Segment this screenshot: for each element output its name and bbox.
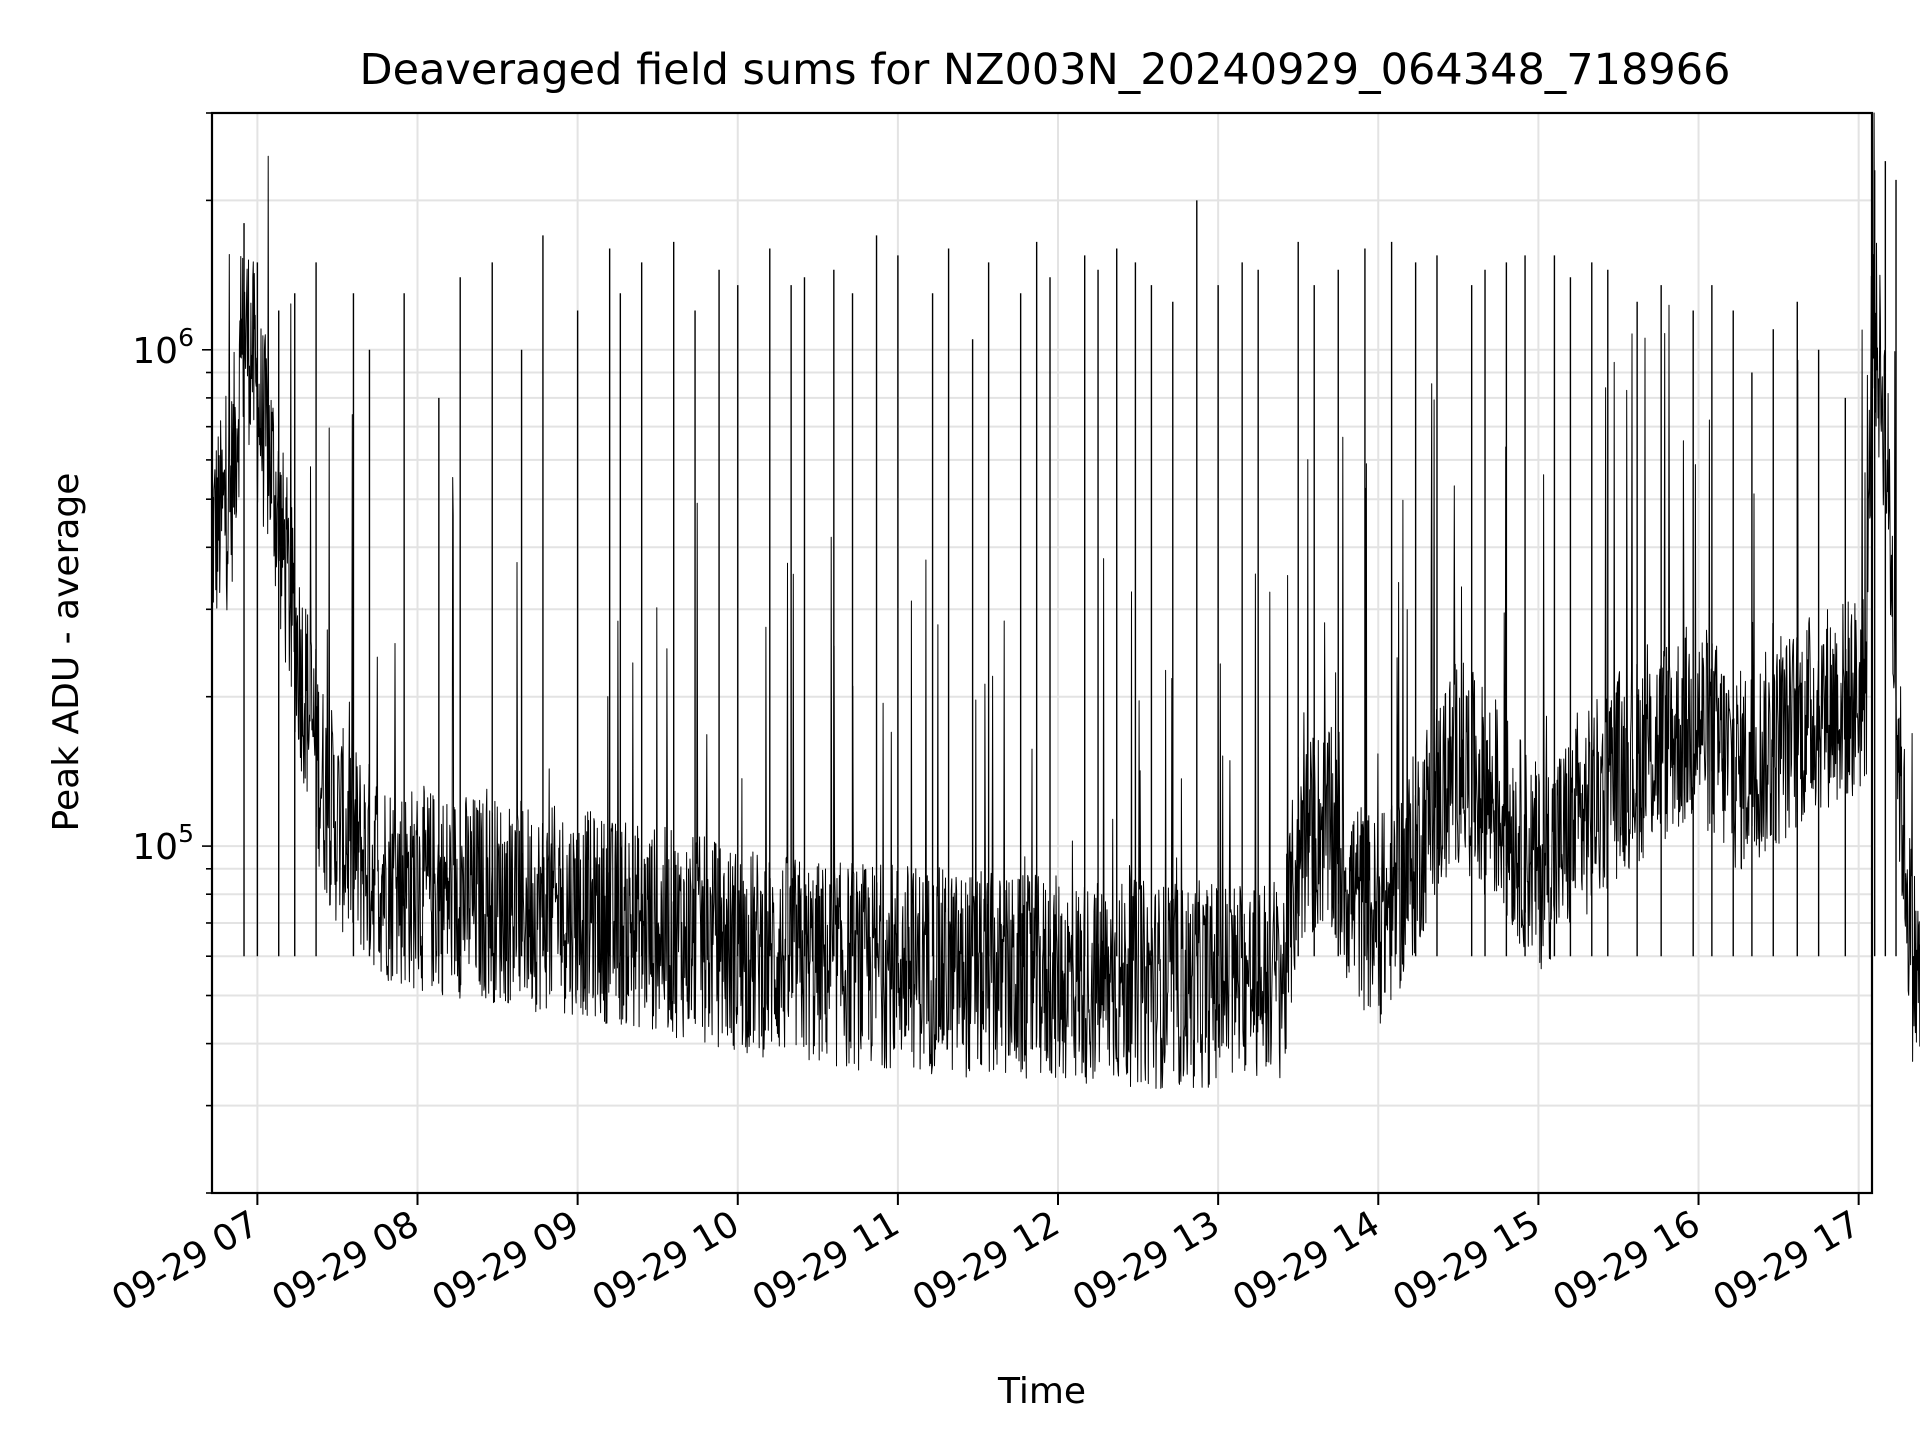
x-axis-label: Time — [997, 1371, 1086, 1412]
y-axis: 105 106 — [132, 112, 212, 1194]
y-axis-label: Peak ADU - average — [46, 473, 87, 832]
series-line — [211, 112, 1920, 1089]
plot-area — [211, 112, 1920, 1089]
y-tick-label: 106 — [132, 323, 194, 372]
plot-frame — [210, 111, 1874, 1195]
y-tick-label: 105 — [132, 819, 194, 868]
chart-title: Deaveraged field sums for NZ003N_2024092… — [360, 45, 1731, 95]
